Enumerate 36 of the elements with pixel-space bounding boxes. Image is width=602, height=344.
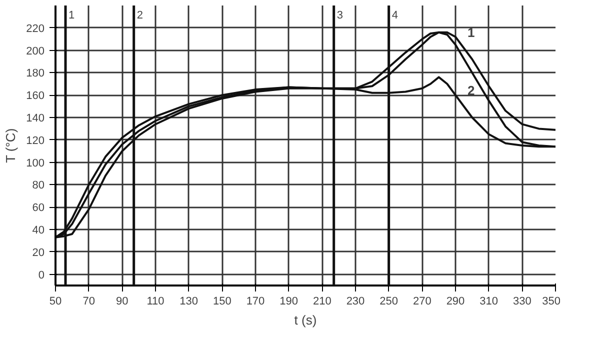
- x-axis-title: t (s): [294, 312, 317, 328]
- x-tick-label: 250: [380, 296, 398, 308]
- annotation: 4: [392, 9, 398, 22]
- x-tick-label: 190: [280, 296, 298, 308]
- x-tick-label: 90: [116, 296, 128, 308]
- series-label: 2: [468, 83, 475, 98]
- y-tick-label: 180: [26, 68, 45, 80]
- annotation: 2: [136, 9, 143, 22]
- annotation: 1: [68, 9, 75, 22]
- y-tick-label: 40: [32, 224, 45, 236]
- y-tick-label: 160: [26, 90, 45, 102]
- y-tick-label: 80: [32, 180, 45, 192]
- x-tick-label: 150: [212, 296, 232, 308]
- series-label: 1: [468, 24, 475, 40]
- annotation: 3: [336, 9, 343, 22]
- x-tick-label: 350: [542, 296, 561, 308]
- x-tick-label: 210: [312, 296, 332, 308]
- y-tick-label: 120: [26, 134, 45, 147]
- x-tick-label: 330: [512, 296, 532, 308]
- x-tick-label: 290: [446, 296, 465, 308]
- x-tick-label: 50: [49, 296, 62, 308]
- y-tick-label: 0: [38, 269, 45, 282]
- x-tick-label: 310: [480, 296, 498, 308]
- x-tick-label: 170: [246, 296, 265, 308]
- y-tick-label: 220: [26, 22, 45, 35]
- x-tick-label: 230: [346, 296, 365, 308]
- y-tick-label: 100: [26, 157, 45, 170]
- x-tick-label: 270: [412, 296, 432, 308]
- y-tick-label: 60: [32, 202, 45, 214]
- x-tick-label: 110: [146, 296, 164, 308]
- y-tick-label: 20: [32, 246, 45, 259]
- y-tick-label: 140: [26, 112, 45, 124]
- x-tick-label: 130: [180, 296, 198, 308]
- y-axis-title: T (°C): [3, 128, 18, 163]
- y-tick-label: 200: [26, 45, 45, 58]
- x-tick-label: 70: [82, 296, 95, 308]
